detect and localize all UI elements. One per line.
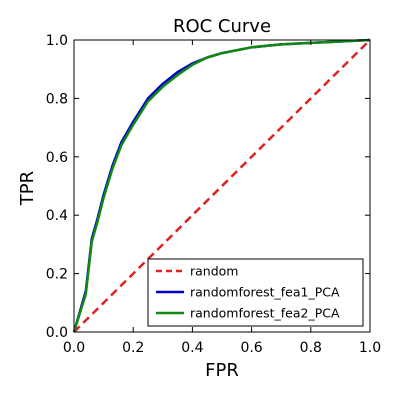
x-tick-label: 0.4	[181, 340, 203, 356]
y-tick-label: 0.8	[46, 91, 68, 107]
y-tick-label: 1.0	[46, 33, 68, 49]
plot-frame	[73, 39, 371, 333]
series-line-2	[72, 38, 371, 333]
legend-label-0: random	[190, 264, 238, 279]
y-tick-label: 0.0	[46, 325, 68, 341]
x-axis-label: FPR	[205, 360, 239, 381]
legend-label-2: randomforest_fea2_PCA	[190, 306, 340, 321]
y-axis-label: TPR	[17, 171, 38, 206]
y-tick-label: 0.4	[46, 208, 68, 224]
y-tick-label: 0.6	[46, 150, 68, 166]
x-tick-label: 0.6	[240, 340, 262, 356]
series-line-0	[73, 39, 371, 333]
y-tick-label: 0.2	[46, 267, 68, 283]
chart-title: ROC Curve	[173, 16, 271, 37]
ticks-layer: 0.0 0.2 0.4 0.6 0.8 1.0 0.0 0.2 0.4 0.6 0.8 1.0	[46, 33, 381, 356]
x-tick-label: 1.0	[359, 340, 381, 356]
series-layer	[72, 38, 371, 333]
x-tick-label: 0.8	[300, 340, 322, 356]
x-tick-label: 0.0	[63, 340, 85, 356]
legend-label-1: randomforest_fea1_PCA	[190, 285, 340, 300]
legend: random randomforest_fea1_PCA randomforest_…	[147, 258, 364, 327]
x-tick-label: 0.2	[122, 340, 144, 356]
